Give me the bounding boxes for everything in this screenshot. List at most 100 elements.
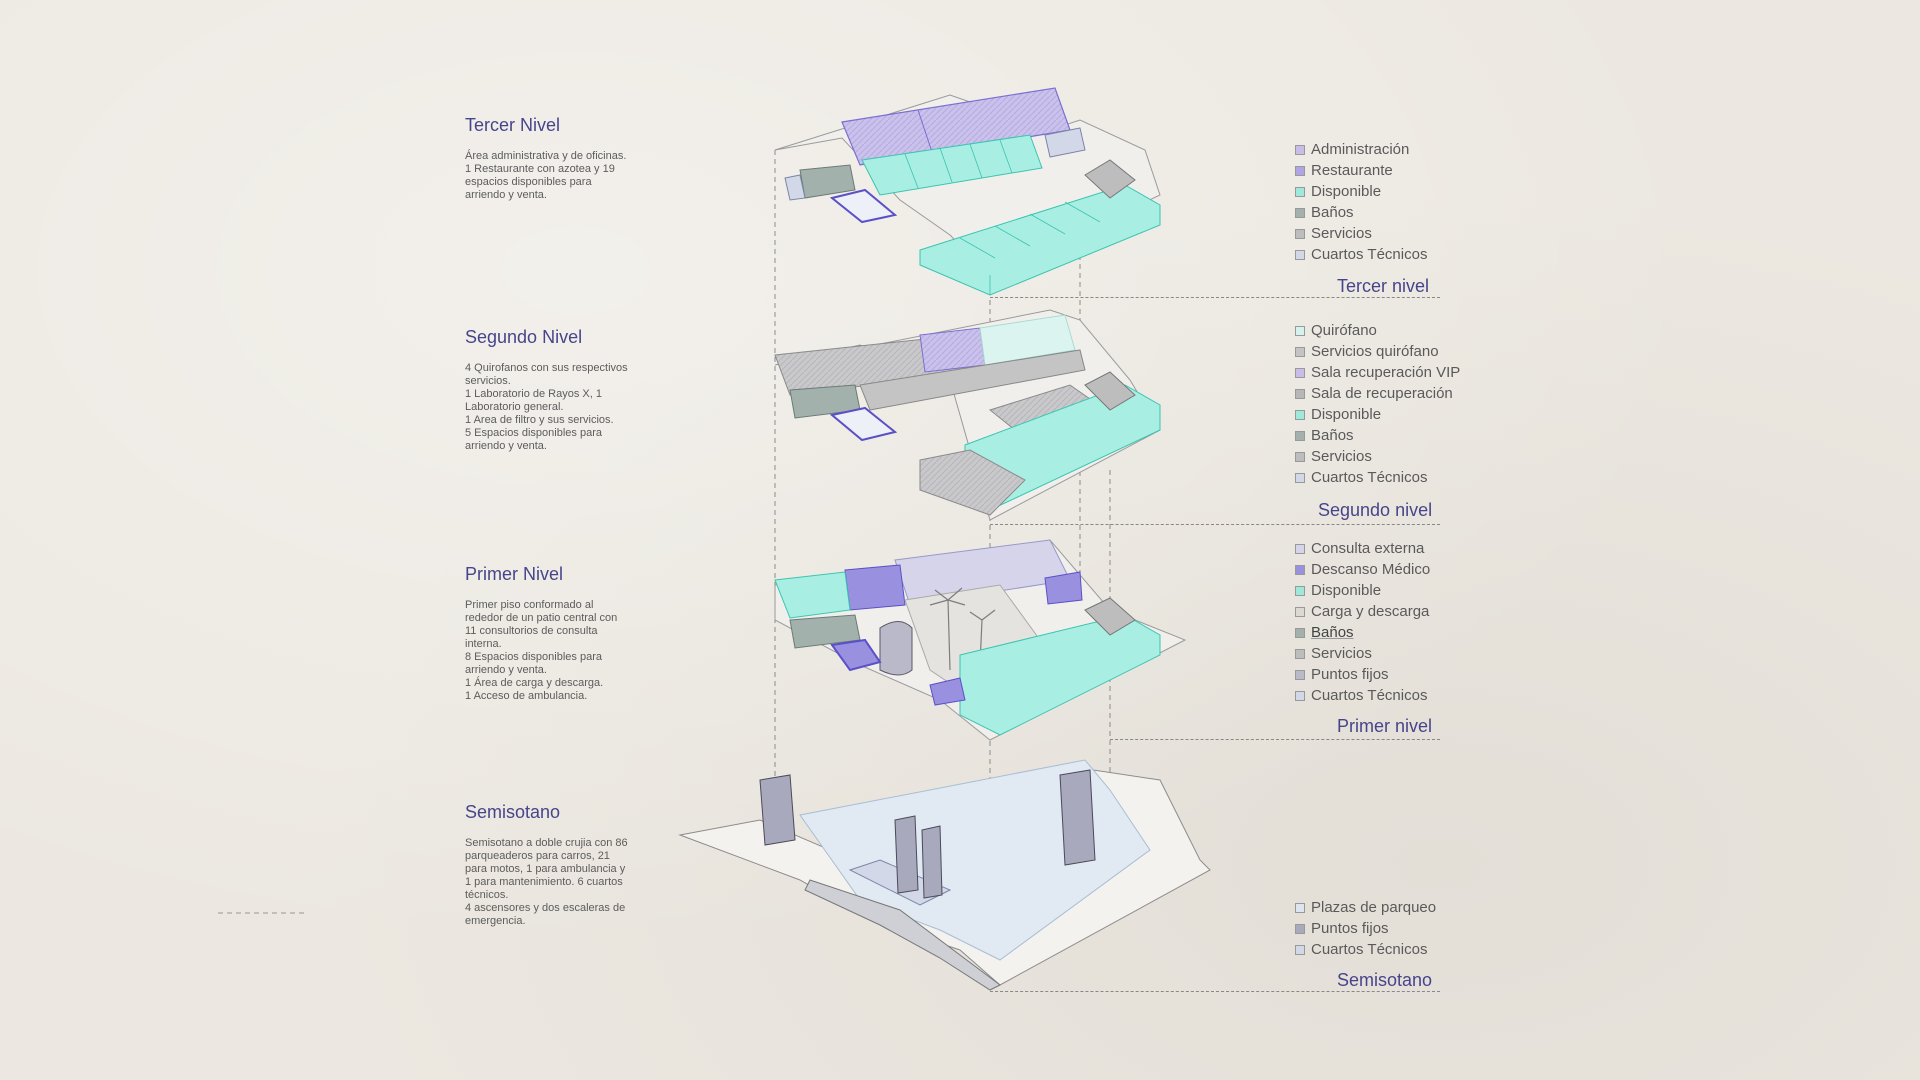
segundo-servicios: [1084, 371, 1136, 411]
primer-descanso-medico: [844, 564, 906, 611]
legend-label: Sala recuperación VIP: [1311, 364, 1461, 381]
primer-nivel-plan: [774, 539, 1187, 741]
legend-item: Puntos fijos: [1295, 664, 1430, 685]
legend-label: Servicios: [1311, 225, 1372, 242]
legend-label: Puntos fijos: [1311, 920, 1389, 937]
segundo-outline-room: [829, 406, 898, 442]
tercer-cuarto-tecnico: [784, 174, 806, 201]
semisotano-rule: [990, 991, 1440, 992]
legend-item: Administración: [1295, 139, 1427, 160]
legend-swatch: [1295, 627, 1305, 638]
legend-swatch: [1295, 690, 1305, 701]
primer-carga-descarga: [929, 677, 966, 706]
legend-item: Cuartos Técnicos: [1295, 685, 1430, 706]
legend-swatch: [1295, 543, 1305, 554]
legend-swatch: [1295, 144, 1305, 155]
legend-label: Cuartos Técnicos: [1311, 941, 1428, 958]
legend-label: Disponible: [1311, 406, 1382, 423]
legend-item: Restaurante: [1295, 160, 1427, 181]
legend-item: Baños: [1295, 425, 1460, 446]
primer-outline-room: [830, 638, 882, 672]
semisotano-text: Semisotano Semisotano a doble crujia con…: [465, 802, 665, 928]
legend-label: Servicios: [1311, 448, 1372, 465]
primer-disponible-upper: [774, 571, 851, 619]
legend-label: Disponible: [1311, 582, 1382, 599]
segundo-nivel-description: 4 Quirofanos con sus respectivos servici…: [465, 362, 628, 452]
legend-item: Carga y descarga: [1295, 601, 1430, 622]
semisotano-legend-title: Semisotano: [1337, 970, 1433, 990]
legend-swatch: [1295, 902, 1305, 913]
primer-nivel-rule: [1110, 739, 1440, 740]
tercer-nivel-legend-title: Tercer nivel: [1337, 276, 1430, 296]
legend-item: Consulta externa: [1295, 538, 1430, 559]
semisotano-legend: Plazas de parqueo Puntos fijos Cuartos T…: [1295, 897, 1436, 960]
legend-label: Consulta externa: [1311, 540, 1425, 557]
legend-swatch: [1295, 346, 1305, 357]
legend-label: Baños: [1311, 204, 1354, 221]
semisotano-core-3: [921, 825, 943, 899]
primer-nivel-text: Primer Nivel Primer piso conformado al r…: [465, 564, 665, 703]
semisotano-title: Semisotano: [465, 802, 561, 822]
legend-label: Restaurante: [1311, 162, 1393, 179]
legend-item: Cuartos Técnicos: [1295, 939, 1436, 960]
legend-item: Sala de recuperación: [1295, 383, 1460, 404]
primer-nivel-title: Primer Nivel: [465, 564, 564, 584]
legend-item: Cuartos Técnicos: [1295, 467, 1460, 488]
legend-item: Servicios: [1295, 643, 1430, 664]
legend-item: Servicios: [1295, 446, 1460, 467]
legend-swatch: [1295, 367, 1305, 378]
legend-item: Sala recuperación VIP: [1295, 362, 1460, 383]
legend-swatch: [1295, 165, 1305, 176]
legend-label: Cuartos Técnicos: [1311, 246, 1428, 263]
legend-item: Cuartos Técnicos: [1295, 244, 1427, 265]
legend-item: Quirófano: [1295, 320, 1460, 341]
semisotano-plan: [678, 759, 1211, 991]
legend-swatch: [1295, 228, 1305, 239]
legend-item: Descanso Médico: [1295, 559, 1430, 580]
legend-label: Baños: [1311, 624, 1354, 641]
legend-label: Sala de recuperación: [1311, 385, 1453, 402]
legend-swatch: [1295, 472, 1305, 483]
legend-swatch: [1295, 186, 1305, 197]
primer-puntos-fijos: [879, 621, 913, 676]
segundo-grey-wing: [919, 449, 1026, 516]
segundo-nivel-plan: [774, 309, 1161, 521]
primer-nivel-legend: Consulta externa Descanso Médico Disponi…: [1295, 538, 1430, 706]
legend-label: Servicios quirófano: [1311, 343, 1439, 360]
segundo-corridor: [859, 349, 1086, 411]
legend-swatch: [1295, 249, 1305, 260]
primer-nivel-description: Primer piso conformado al rededor de un …: [465, 599, 618, 702]
legend-item: Plazas de parqueo: [1295, 897, 1436, 918]
legend-item: Baños: [1295, 202, 1427, 223]
legend-swatch: [1295, 944, 1305, 955]
legend-label: Baños: [1311, 427, 1354, 444]
primer-nivel-legend-title: Primer nivel: [1337, 716, 1433, 736]
semisotano-core-2: [894, 815, 919, 894]
semisotano-description: Semisotano a doble crujia con 86 parquea…: [465, 837, 628, 927]
legend-label: Descanso Médico: [1311, 561, 1431, 578]
legend-swatch: [1295, 648, 1305, 659]
segundo-nivel-rule: [990, 524, 1440, 525]
segundo-nivel-text: Segundo Nivel 4 Quirofanos con sus respe…: [465, 327, 665, 453]
legend-item: Servicios: [1295, 223, 1427, 244]
tercer-nivel-title: Tercer Nivel: [465, 115, 561, 135]
legend-label: Carga y descarga: [1311, 603, 1430, 620]
legend-label: Quirófano: [1311, 322, 1377, 339]
legend-item: Disponible: [1295, 181, 1427, 202]
legend-label: Puntos fijos: [1311, 666, 1389, 683]
legend-item: Disponible: [1295, 580, 1430, 601]
legend-item: Disponible: [1295, 404, 1460, 425]
tercer-banos: [799, 164, 856, 199]
legend-swatch: [1295, 388, 1305, 399]
legend-label: Cuartos Técnicos: [1311, 469, 1428, 486]
tercer-restaurante-outline: [829, 188, 898, 224]
legend-swatch: [1295, 325, 1305, 336]
legend-swatch: [1295, 430, 1305, 441]
legend-item: Baños: [1295, 622, 1430, 643]
legend-swatch: [1295, 669, 1305, 680]
legend-swatch: [1295, 409, 1305, 420]
tercer-nivel-description: Área administrativa y de oficinas. 1 Res…: [465, 150, 627, 201]
legend-swatch: [1295, 923, 1305, 934]
legend-label: Cuartos Técnicos: [1311, 687, 1428, 704]
